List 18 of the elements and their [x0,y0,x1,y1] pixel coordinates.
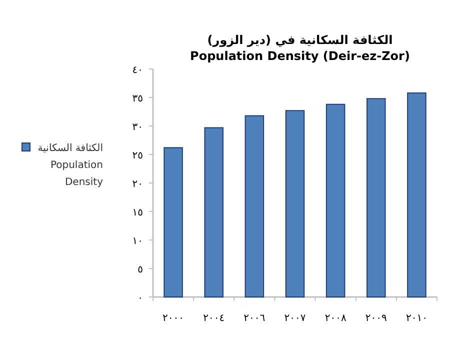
chart-title: الكثافة السكانية في (دير الزور) [207,33,393,47]
y-tick-label: ٥ [138,264,143,276]
y-tick-label: ٢٥ [132,150,143,162]
x-tick-label: ٢٠٠٦ [244,313,266,324]
y-tick-label: ١٥ [132,208,143,218]
x-tick-label: ٢٠٠٠ [162,313,184,324]
y-tick-label: ٤٠ [132,65,143,76]
y-tick-label: ٣٥ [132,94,143,104]
y-tick-label: ٠ [138,293,143,304]
y-tick-label: ٣٠ [132,122,143,133]
x-tick-label: ٢٠٠٤ [203,313,225,324]
chart-subtitle: Population Density (Deir-ez-Zor) [190,49,410,63]
y-tick-label: ٢٠ [132,179,143,190]
y-tick-label: ١٠ [132,236,143,247]
x-tick-label: ٢٠١٠ [406,313,428,324]
x-tick-label: ٢٠٠٧ [284,313,306,324]
x-tick-label: ٢٠٠٨ [324,313,347,324]
x-tick-label: ٢٠٠٩ [365,313,387,324]
